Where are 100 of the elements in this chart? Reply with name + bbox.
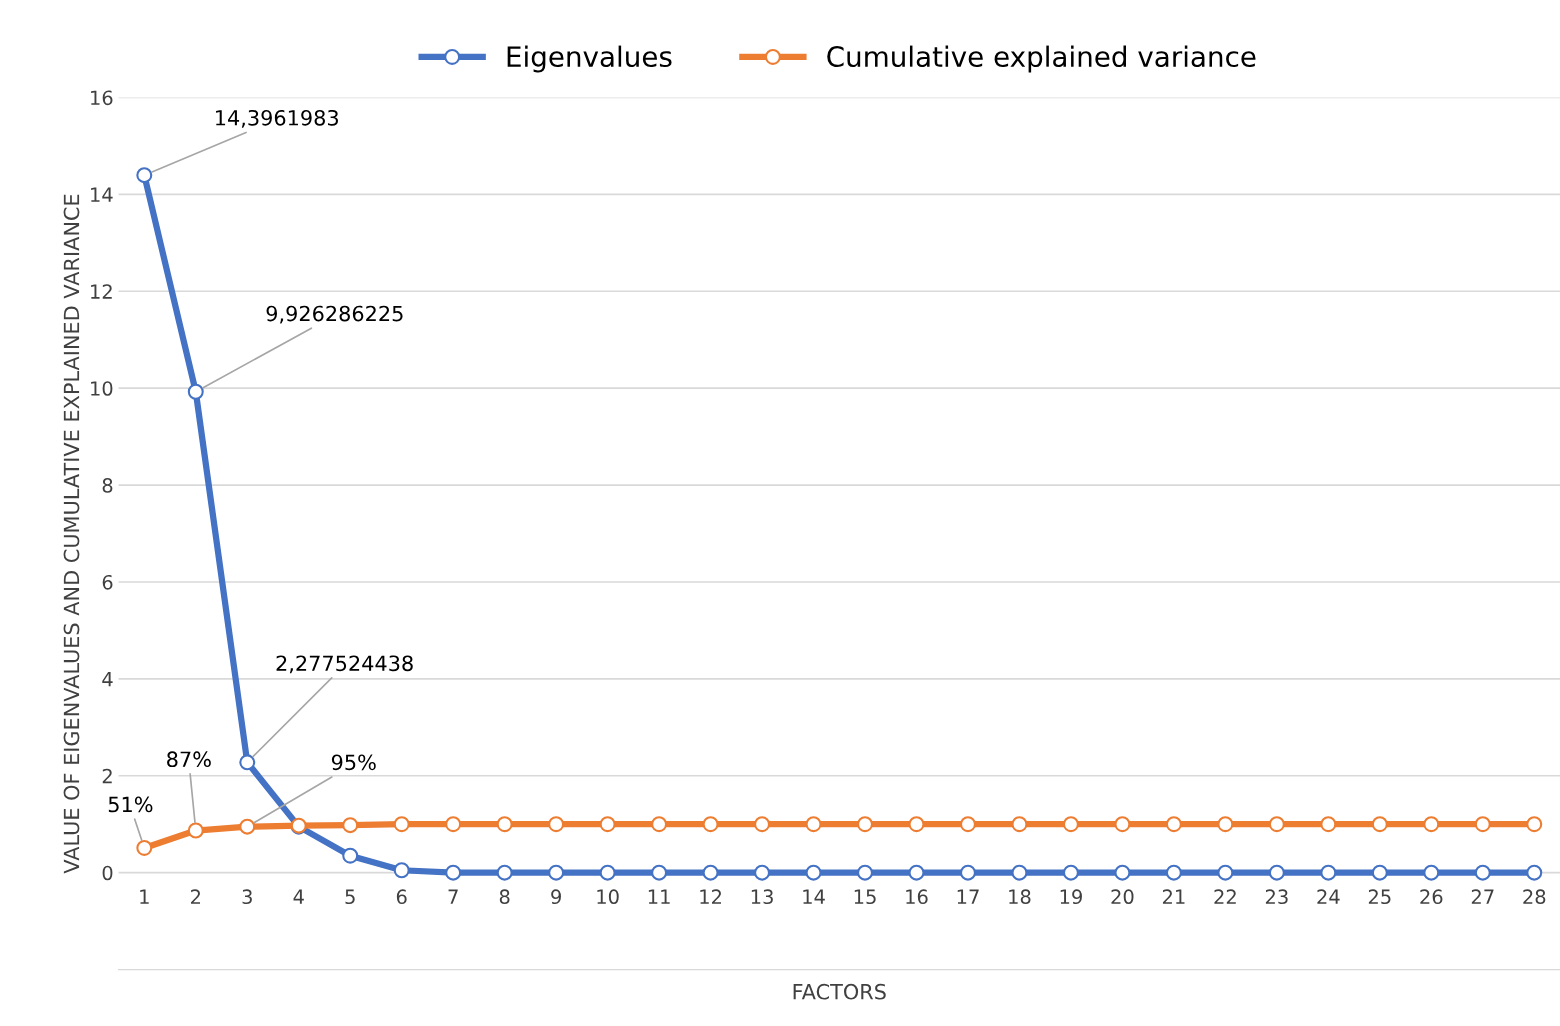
data-label: 14,3961983 — [216, 109, 338, 128]
point — [1371, 816, 1388, 833]
point — [548, 864, 565, 881]
x-tick-label: 19 — [1060, 889, 1082, 905]
point — [393, 816, 410, 833]
data-label: 95% — [331, 754, 376, 771]
y-tick-label: 10 — [91, 381, 113, 396]
x-tick-label: 17 — [957, 889, 979, 904]
point — [136, 839, 153, 856]
point — [445, 864, 462, 881]
point — [908, 864, 925, 881]
point — [960, 864, 976, 881]
y-tick-label: 16 — [91, 90, 113, 106]
y-tick-label: 0 — [102, 865, 113, 881]
y-tick-label: 8 — [102, 478, 113, 493]
data-label: 87% — [167, 751, 211, 768]
data-label: 9,926286225 — [266, 305, 403, 324]
y-axis-title: VALUE OF EIGENVALUES AND CUMULATIVE EXPLAINED VARIANCE — [63, 194, 80, 874]
point — [548, 816, 565, 833]
point — [1320, 816, 1337, 833]
legend-label: Eigenvalues — [507, 45, 672, 73]
point — [599, 816, 616, 833]
x-tick-label: 15 — [854, 889, 876, 905]
point — [754, 864, 771, 881]
x-tick-label: 6 — [396, 889, 407, 905]
point — [1217, 816, 1234, 833]
point — [857, 864, 873, 881]
point — [1268, 816, 1285, 833]
point — [1114, 816, 1131, 833]
x-tick-label: 25 — [1368, 889, 1391, 905]
x-tick-label: 20 — [1111, 889, 1134, 905]
x-tick-label: 22 — [1214, 889, 1236, 904]
y-tick-label: 2 — [102, 768, 112, 784]
point — [857, 816, 873, 833]
point — [1526, 816, 1543, 833]
point — [342, 847, 359, 864]
point — [702, 816, 719, 833]
point — [393, 862, 410, 879]
point — [1011, 864, 1028, 881]
x-tick-label: 14 — [803, 889, 825, 904]
x-tick-label: 12 — [700, 889, 721, 904]
x-tick-label: 3 — [242, 889, 252, 905]
y-tick-label: 6 — [102, 574, 113, 590]
point — [651, 864, 668, 881]
point — [651, 816, 668, 833]
x-tick-label: 10 — [597, 889, 619, 905]
point — [1062, 864, 1079, 881]
x-tick-label: 13 — [751, 889, 773, 905]
x-tick-label: 27 — [1471, 889, 1494, 904]
point — [187, 383, 204, 400]
x-tick-label: 28 — [1523, 889, 1546, 905]
point — [1474, 816, 1491, 833]
x-tick-label: 23 — [1265, 889, 1288, 905]
point — [136, 167, 153, 184]
x-tick-label: 16 — [906, 889, 928, 905]
x-tick-label: 26 — [1420, 889, 1443, 905]
point — [1423, 816, 1440, 833]
y-tick-label: 14 — [91, 187, 113, 202]
x-tick-label: 7 — [448, 889, 458, 904]
point — [908, 816, 925, 833]
point — [805, 816, 822, 833]
x-tick-label: 4 — [293, 889, 304, 904]
y-tick-label: 12 — [91, 284, 112, 299]
point — [1165, 816, 1182, 833]
x-tick-label: 1 — [140, 889, 149, 904]
point — [496, 816, 513, 833]
point — [1062, 816, 1079, 833]
point — [239, 754, 256, 771]
point — [702, 864, 719, 881]
x-tick-label: 21 — [1162, 889, 1185, 904]
x-tick-label: 5 — [345, 889, 355, 905]
point — [496, 864, 513, 881]
point — [1526, 864, 1543, 881]
point — [1474, 864, 1491, 881]
point — [239, 818, 256, 835]
legend-label: Cumulative explained variance — [827, 45, 1256, 73]
x-tick-label: 11 — [648, 889, 670, 904]
point — [1217, 864, 1234, 881]
point — [805, 864, 822, 881]
x-tick-label: 2 — [191, 889, 201, 904]
x-tick-label: 24 — [1317, 889, 1340, 904]
y-tick-label: 4 — [102, 672, 113, 687]
point — [1268, 864, 1285, 881]
point — [754, 816, 771, 833]
x-tick-label: 9 — [551, 889, 561, 905]
point — [342, 817, 359, 834]
point — [445, 816, 462, 833]
point — [599, 864, 616, 881]
x-tick-label: 8 — [499, 889, 510, 905]
x-tick-label: 18 — [1009, 889, 1031, 905]
point — [1320, 864, 1337, 881]
point — [1114, 864, 1131, 881]
x-axis-title: FACTORS — [793, 983, 886, 1000]
data-label: 2,277524438 — [276, 655, 413, 674]
data-label: 51% — [108, 796, 153, 813]
point — [1165, 864, 1182, 881]
point — [1011, 816, 1028, 833]
point — [1371, 864, 1388, 881]
point — [960, 816, 976, 833]
point — [1423, 864, 1440, 881]
